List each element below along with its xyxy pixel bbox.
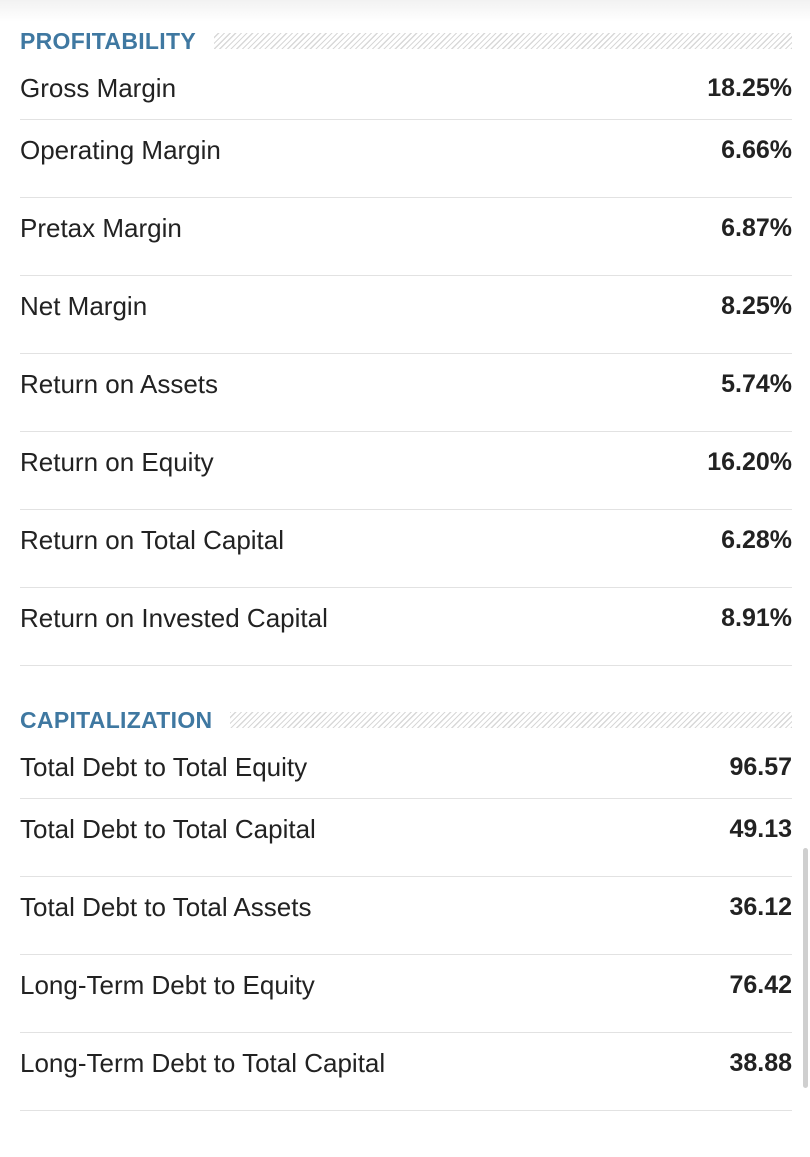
row-value: 49.13: [729, 815, 792, 843]
row-value: 16.20%: [707, 448, 792, 476]
profitability-section: PROFITABILITY Gross Margin 18.25% Operat…: [20, 22, 792, 666]
table-row: Pretax Margin 6.87%: [20, 198, 792, 276]
table-row: Return on Invested Capital 8.91%: [20, 588, 792, 666]
row-value: 38.88: [729, 1049, 792, 1077]
section-title: PROFITABILITY: [20, 27, 196, 54]
row-label: Return on Total Capital: [20, 525, 285, 555]
table-row: Gross Margin 18.25%: [20, 60, 792, 120]
hatch-divider: [213, 33, 792, 49]
table-row: Net Margin 8.25%: [20, 276, 792, 354]
section-header: PROFITABILITY: [20, 22, 792, 60]
row-value: 6.66%: [721, 136, 792, 164]
row-value: 8.25%: [721, 292, 792, 320]
row-value: 6.87%: [721, 214, 792, 242]
row-label: Return on Equity: [20, 447, 214, 477]
row-label: Total Debt to Total Capital: [20, 814, 316, 844]
scrollbar-thumb[interactable]: [803, 848, 808, 1088]
row-label: Return on Invested Capital: [20, 603, 328, 633]
table-row: Long-Term Debt to Total Capital 38.88: [20, 1033, 792, 1111]
row-value: 5.74%: [721, 370, 792, 398]
top-shadow: [0, 0, 810, 22]
row-value: 76.42: [729, 971, 792, 999]
table-row: Return on Equity 16.20%: [20, 432, 792, 510]
table-row: Long-Term Debt to Equity 76.42: [20, 955, 792, 1033]
row-label: Pretax Margin: [20, 213, 182, 243]
row-label: Gross Margin: [20, 73, 177, 103]
row-label: Long-Term Debt to Total Capital: [20, 1048, 386, 1078]
row-value: 36.12: [729, 893, 792, 921]
row-value: 8.91%: [721, 604, 792, 632]
table-row: Total Debt to Total Assets 36.12: [20, 877, 792, 955]
table-row: Return on Assets 5.74%: [20, 354, 792, 432]
row-label: Total Debt to Total Assets: [20, 892, 312, 922]
table-row: Total Debt to Total Equity 96.57: [20, 739, 792, 799]
table-row: Operating Margin 6.66%: [20, 120, 792, 198]
ratios-panel: PROFITABILITY Gross Margin 18.25% Operat…: [20, 22, 792, 1111]
row-value: 6.28%: [721, 526, 792, 554]
table-row: Total Debt to Total Capital 49.13: [20, 799, 792, 877]
hatch-divider: [230, 712, 792, 728]
capitalization-section: CAPITALIZATION Total Debt to Total Equit…: [20, 701, 792, 1111]
section-header: CAPITALIZATION: [20, 701, 792, 739]
row-label: Long-Term Debt to Equity: [20, 970, 315, 1000]
table-row: Return on Total Capital 6.28%: [20, 510, 792, 588]
row-label: Net Margin: [20, 291, 148, 321]
row-value: 18.25%: [707, 74, 792, 102]
row-label: Operating Margin: [20, 135, 221, 165]
row-label: Return on Assets: [20, 369, 218, 399]
row-value: 96.57: [729, 753, 792, 781]
section-title: CAPITALIZATION: [20, 706, 213, 733]
row-label: Total Debt to Total Equity: [20, 752, 308, 782]
